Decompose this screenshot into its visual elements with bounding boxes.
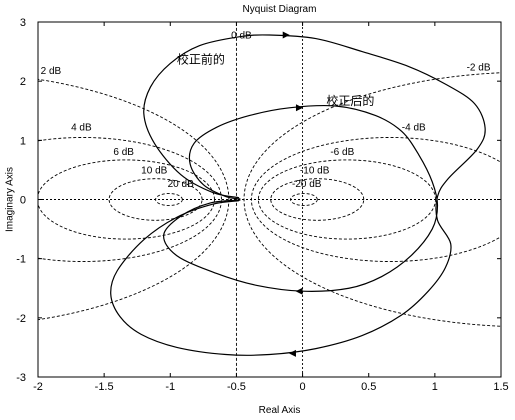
- series-layer: [110, 31, 486, 357]
- m-circle-4db: [38, 137, 222, 262]
- x-tick-label: -1: [165, 381, 175, 393]
- m-circle-label--10db: -10 dB: [300, 165, 330, 176]
- x-tick-label: -2: [33, 381, 43, 393]
- y-tick-label: 2: [20, 76, 26, 88]
- m-circle-label-0db: 0 dB: [231, 31, 252, 42]
- x-tick-label: -1.5: [95, 381, 114, 393]
- m-circle-label--2db: -2 dB: [467, 63, 491, 74]
- label-layer: 0 dB 2 dB -2 dB 4 dB -4 dB 6 dB -6 dB 10 dB -10 …: [41, 31, 491, 191]
- m-circle-label-10db: 10 dB: [141, 165, 167, 176]
- y-tick-label: -2: [16, 313, 26, 325]
- y-tick-label: 1: [20, 135, 26, 147]
- m-circle-6db: [38, 159, 215, 240]
- series-label-2: 校正后的: [326, 93, 374, 108]
- m-circle-2db: [38, 78, 230, 321]
- x-tick-label: 0.5: [361, 381, 376, 393]
- m-circle-label--4db: -4 dB: [402, 122, 426, 133]
- y-tick-label: 0: [20, 195, 26, 207]
- chart-title: Nyquist Diagram: [243, 4, 317, 15]
- m-circle-label-6db: 6 dB: [113, 147, 134, 158]
- axis-lines: [38, 22, 501, 377]
- y-tick-label: -1: [16, 254, 26, 266]
- m-circle-label-4db: 4 dB: [71, 122, 92, 133]
- series-label-1: 校正前的: [177, 51, 225, 66]
- tick-layer: -2 -1.5 -1 -0.5 0 0.5 1 1.5 -3 -2 -1 0 1 2 3: [16, 17, 508, 393]
- m-circle--2db: [243, 72, 501, 327]
- series-line-1: [110, 34, 486, 356]
- series-2-arrow-1: [295, 104, 303, 112]
- x-tick-label: 0: [300, 381, 306, 393]
- series-1-arrow-1: [282, 31, 290, 39]
- series-1-arrow-2: [288, 349, 296, 357]
- series-line-2: [163, 104, 439, 292]
- y-tick-label: 3: [20, 17, 26, 29]
- m-circle-label--20db: -20 dB: [292, 179, 322, 190]
- y-tick-label: -3: [16, 372, 26, 384]
- m-circle--6db: [257, 159, 436, 240]
- x-tick-label: 1: [432, 381, 438, 393]
- m-circle-label-2db: 2 dB: [41, 66, 62, 77]
- y-axis-label: Imaginary Axis: [5, 167, 16, 232]
- x-tick-label: 1.5: [493, 381, 508, 393]
- m-circle-label--6db: -6 dB: [330, 147, 354, 158]
- series-2-arrow-2: [295, 287, 303, 295]
- x-axis-label: Real Axis: [259, 405, 301, 416]
- x-tick-label: -0.5: [227, 381, 246, 393]
- m-circle-label-20db: 20 dB: [168, 179, 194, 190]
- m-circle--10db: [270, 178, 365, 221]
